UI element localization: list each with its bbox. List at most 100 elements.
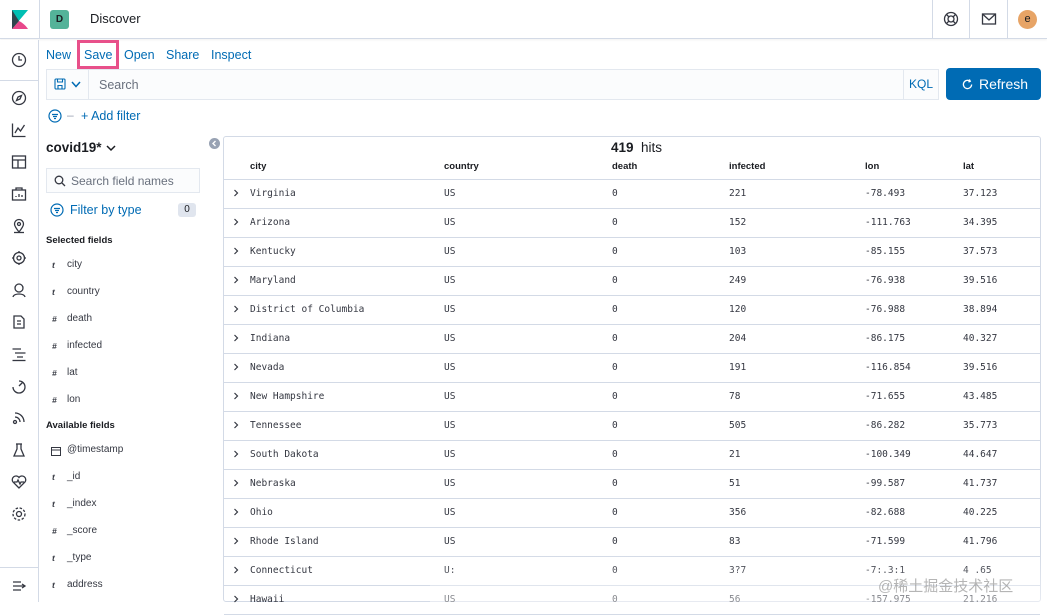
expand-row-icon[interactable] [231,507,241,517]
management-gear-icon[interactable] [11,506,27,522]
help-icon[interactable] [943,11,959,27]
filter-by-type-button[interactable]: Filter by type [70,203,142,217]
table-row[interactable]: Rhode Island US 0 83 -71.599 41.796 [224,528,1040,557]
nav-divider [0,80,39,81]
logs-icon[interactable] [11,314,27,330]
column-header[interactable]: death [612,161,638,172]
table-cell: 51 [729,478,741,489]
field-search-input[interactable]: Search field names [46,168,200,193]
table-header-divider [224,179,1040,180]
expand-row-icon[interactable] [231,565,241,575]
siem-signal-icon[interactable] [11,410,27,426]
filter-options-icon[interactable] [48,109,62,123]
kibana-logo-icon[interactable] [12,10,28,29]
mail-icon[interactable] [981,11,997,27]
table-row[interactable]: Nebraska US 0 51 -99.587 41.737 [224,470,1040,499]
table-row[interactable]: Nevada US 0 191 -116.854 39.516 [224,354,1040,383]
table-row[interactable]: New Hampshire US 0 78 -71.655 43.485 [224,383,1040,412]
expand-row-icon[interactable] [231,594,241,604]
table-cell: Virginia [250,188,296,199]
column-header[interactable]: lat [963,161,975,172]
expand-row-icon[interactable] [231,304,241,314]
expand-row-icon[interactable] [231,246,241,256]
field-name: _score [67,525,98,536]
table-cell: US [444,507,456,518]
header-divider [1007,0,1008,39]
field-type-icon: # [52,341,57,351]
table-cell: 39.516 [963,362,998,373]
table-cell: 356 [729,507,747,518]
table-cell: -99.587 [865,478,906,489]
menu-inspect[interactable]: Inspect [211,48,252,62]
saved-query-button[interactable] [47,70,89,99]
table-row[interactable]: Virginia US 0 221 -78.493 37.123 [224,180,1040,209]
index-pattern-selector[interactable]: covid19* [46,140,102,155]
expand-row-icon[interactable] [231,362,241,372]
collapse-sidebar-button[interactable] [209,138,220,149]
visualize-chart-icon[interactable] [11,122,27,138]
table-cell: 191 [729,362,747,373]
expand-row-icon[interactable] [231,449,241,459]
field-name: infected [67,340,103,351]
table-row[interactable]: Ohio US 0 356 -82.688 40.225 [224,499,1040,528]
infrastructure-icon[interactable] [11,282,27,298]
add-filter-button[interactable]: + Add filter [81,109,141,123]
column-header[interactable]: city [250,161,267,172]
table-cell: 0 [612,275,618,286]
menu-new[interactable]: New [46,48,72,62]
table-cell: 221 [729,188,747,199]
column-header[interactable]: infected [729,161,766,172]
apm-icon[interactable] [11,346,27,362]
machine-learning-icon[interactable] [11,250,27,266]
expand-row-icon[interactable] [231,275,241,285]
column-header[interactable]: country [444,161,479,172]
table-cell: 0 [612,246,618,257]
table-row[interactable]: Indiana US 0 204 -86.175 40.327 [224,325,1040,354]
expand-row-icon[interactable] [231,188,241,198]
uptime-icon[interactable] [11,378,27,394]
expand-row-icon[interactable] [231,333,241,343]
space-avatar[interactable]: D [50,10,69,29]
user-avatar[interactable]: e [1018,10,1037,29]
canvas-icon[interactable] [11,186,27,202]
expand-row-icon[interactable] [231,478,241,488]
dashboard-icon[interactable] [11,154,27,170]
refresh-button[interactable]: Refresh [946,68,1041,100]
table-row[interactable]: District of Columbia US 0 120 -76.988 38.894 [224,296,1040,325]
table-row[interactable]: Maryland US 0 249 -76.938 39.516 [224,267,1040,296]
table-cell: -100.349 [865,449,911,460]
menu-share[interactable]: Share [166,48,200,62]
expand-row-icon[interactable] [231,217,241,227]
expand-row-icon[interactable] [231,391,241,401]
table-row[interactable]: Tennessee US 0 505 -86.282 35.773 [224,412,1040,441]
dock-navigation-icon[interactable] [11,578,27,594]
discover-compass-icon[interactable] [11,90,27,106]
table-cell: Hawaii [250,594,285,605]
table-cell: 120 [729,304,747,315]
table-cell: -71.655 [865,391,906,402]
table-cell: 0 [612,507,618,518]
column-header[interactable]: lon [865,161,880,172]
table-cell: 35.773 [963,420,998,431]
table-cell: 41.796 [963,536,998,547]
chevron-down-icon[interactable] [105,142,117,154]
monitoring-heart-icon[interactable] [11,474,27,490]
recent-clock-icon[interactable] [11,52,27,68]
filter-count-badge: 0 [178,203,196,217]
table-row[interactable]: Arizona US 0 152 -111.763 34.395 [224,209,1040,238]
menu-open[interactable]: Open [124,48,155,62]
table-cell: -85.155 [865,246,906,257]
header-divider [932,0,933,39]
maps-pin-icon[interactable] [11,218,27,234]
table-row[interactable]: South Dakota US 0 21 -100.349 44.647 [224,441,1040,470]
table-cell: 78 [729,391,741,402]
table-cell: US [444,362,456,373]
search-input[interactable]: Search [99,78,139,92]
expand-row-icon[interactable] [231,536,241,546]
table-row[interactable]: Connecticut U: 0 3?7 -7:.3:1 4 .65 [224,557,1040,586]
dev-tools-icon[interactable] [11,442,27,458]
table-row[interactable]: Kentucky US 0 103 -85.155 37.573 [224,238,1040,267]
query-language-toggle[interactable]: KQL [903,70,938,99]
menu-save[interactable]: Save [84,48,113,62]
expand-row-icon[interactable] [231,420,241,430]
